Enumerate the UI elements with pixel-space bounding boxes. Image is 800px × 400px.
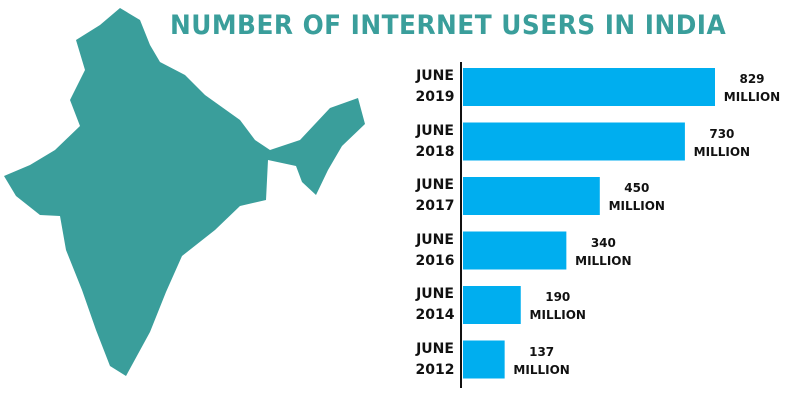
value-label: 340 MILLION (575, 235, 632, 268)
india-map (4, 8, 365, 376)
bar (463, 122, 685, 161)
value-label: 829 MILLION (723, 72, 781, 104)
category-label: JUNE 2012 (415, 340, 455, 378)
category-label: JUNE 2017 (415, 177, 455, 214)
bar (463, 286, 521, 324)
category-label: JUNE 2019 (415, 68, 455, 105)
category-label: JUNE 2016 (415, 231, 455, 269)
value-label: 190 MILLION (529, 290, 586, 322)
chart-title: NUMBER OF INTERNET USERS IN INDIA (170, 10, 727, 41)
category-label: JUNE 2018 (415, 122, 455, 160)
bar (463, 340, 505, 379)
value-label: 137 MILLION (513, 344, 570, 377)
value-label: 730 MILLION (693, 126, 751, 159)
bar (463, 68, 715, 106)
bar (463, 231, 567, 270)
bar (463, 177, 600, 215)
category-label: JUNE 2014 (415, 286, 455, 323)
value-label: 450 MILLION (608, 181, 665, 213)
